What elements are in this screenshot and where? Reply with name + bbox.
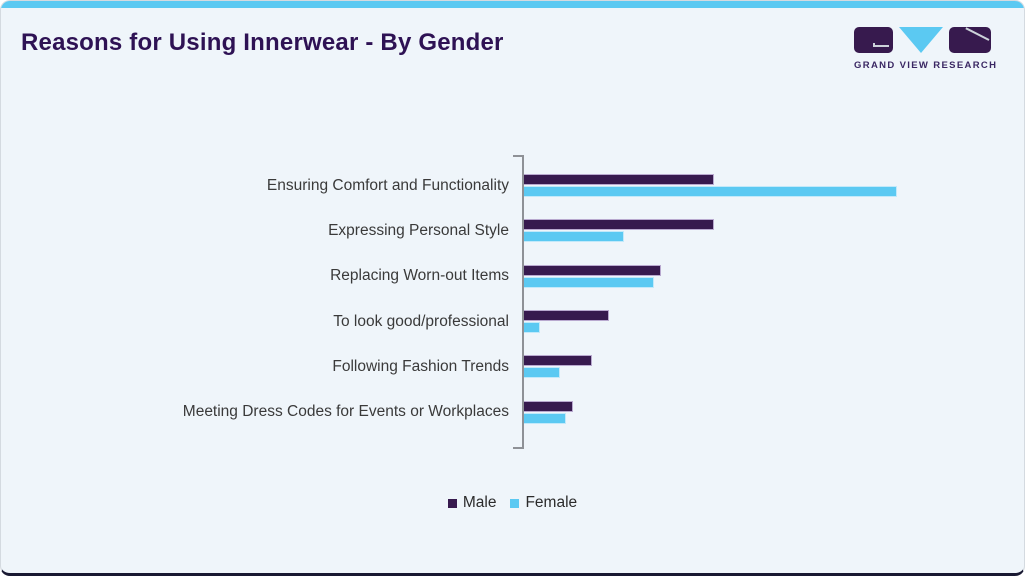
category-label: Replacing Worn-out Items — [330, 267, 509, 285]
chart-row: Replacing Worn-out Items — [1, 254, 1006, 299]
legend-item-male: Male — [447, 494, 497, 512]
logo-marks — [854, 27, 995, 53]
bar-group — [523, 219, 1006, 243]
bar-male — [523, 310, 610, 322]
page-title: Reasons for Using Innerwear - By Gender — [21, 29, 504, 56]
category-label: Following Fashion Trends — [332, 358, 509, 376]
category-axis-line — [513, 155, 524, 449]
bar-female — [523, 412, 566, 424]
bar-group — [523, 355, 1006, 379]
bar-female — [523, 276, 654, 288]
chart-row: Ensuring Comfort and Functionality — [1, 163, 1006, 208]
chart-row: Expressing Personal Style — [1, 208, 1006, 253]
logo-g-glyph — [873, 43, 889, 47]
chart-rows: Ensuring Comfort and Functionality Expre… — [1, 155, 1006, 449]
logo-letter-r — [949, 27, 991, 53]
bar-male — [523, 400, 574, 412]
logo-triangle-icon — [899, 27, 943, 53]
logo-letter-g — [854, 27, 893, 53]
bar-male — [523, 355, 593, 367]
bar-female — [523, 186, 897, 198]
legend-item-female: Female — [510, 494, 577, 512]
bar-female — [523, 367, 561, 379]
grand-view-research-logo: GRAND VIEW RESEARCH — [854, 27, 998, 71]
category-label: Meeting Dress Codes for Events or Workpl… — [182, 403, 509, 421]
bar-female — [523, 322, 540, 334]
female-legend-swatch — [510, 498, 520, 508]
chart-legend: Male Female — [1, 494, 1024, 512]
logo-wordmark: GRAND VIEW RESEARCH — [854, 60, 998, 71]
bar-male — [523, 219, 714, 231]
bar-chart: Ensuring Comfort and Functionality Expre… — [1, 155, 1006, 449]
bar-group — [523, 264, 1006, 288]
bar-male — [523, 264, 662, 276]
bar-female — [523, 231, 624, 243]
male-legend-label: Male — [462, 494, 497, 511]
category-label: To look good/professional — [333, 312, 509, 330]
logo-r-glyph — [965, 27, 990, 41]
chart-row: Meeting Dress Codes for Events or Workpl… — [1, 390, 1006, 435]
category-label: Expressing Personal Style — [328, 222, 509, 240]
chart-row: Following Fashion Trends — [1, 344, 1006, 389]
male-legend-swatch — [447, 498, 457, 508]
bar-male — [523, 174, 714, 186]
accent-strip — [1, 1, 1024, 8]
chart-row: To look good/professional — [1, 299, 1006, 344]
category-label: Ensuring Comfort and Functionality — [266, 176, 509, 194]
bar-group — [523, 400, 1006, 424]
female-legend-label: Female — [525, 494, 578, 511]
bar-group — [523, 310, 1006, 334]
bar-group — [523, 174, 1006, 198]
